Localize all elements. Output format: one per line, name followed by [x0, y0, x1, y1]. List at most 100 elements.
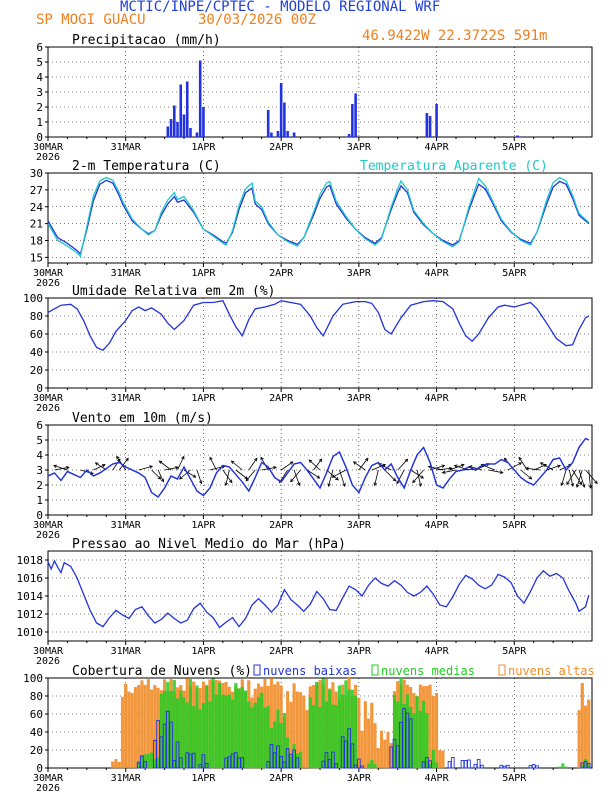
cloud-bar-nuvens-baixas: [269, 744, 274, 769]
wind-arrow-head: [316, 475, 321, 479]
wind-arrow: [157, 469, 165, 483]
wind-arrow: [138, 465, 154, 471]
x-year-label: 2026: [36, 278, 60, 289]
wind-arrow-head: [318, 458, 323, 463]
wind-arrow: [290, 469, 301, 483]
panel-title: 2-m Temperatura (C): [72, 159, 221, 174]
precip-bar: [435, 104, 438, 137]
cloud-bar-nuvens-altas: [117, 761, 121, 769]
wind-arrow-head: [460, 463, 465, 468]
y-tick-label: 60: [30, 708, 43, 721]
wind-arrow: [453, 464, 470, 471]
wind-arrow-shaft: [179, 469, 191, 480]
cloud-bar-nuvens-medias: [431, 749, 435, 769]
wind-arrow-head: [528, 476, 533, 480]
wind-arrow-head: [297, 482, 301, 487]
precip-bar: [354, 93, 357, 137]
x-tick-label: 2APR: [269, 646, 294, 657]
precip-bar: [516, 135, 519, 137]
legend-swatch: [253, 664, 261, 676]
y-tick-label: 1: [36, 494, 43, 507]
wind-arrow: [520, 469, 533, 480]
wind-arrow-shaft: [118, 458, 129, 471]
cloud-bar-nuvens-baixas: [357, 758, 361, 769]
wind-arrow-head: [192, 474, 197, 478]
cloud-bar-nuvens-medias: [564, 766, 568, 769]
wind-arrow: [331, 469, 347, 478]
wind-arrow: [94, 462, 107, 471]
wind-arrow-head: [557, 464, 562, 468]
wind-arrow-head: [396, 480, 400, 485]
x-tick-label: 30MAR: [33, 142, 64, 153]
wind-arrow-head: [94, 462, 99, 466]
wind-arrow-head: [160, 478, 165, 483]
wind-arrow-head: [327, 483, 331, 488]
cloud-bar-nuvens-baixas: [175, 741, 180, 769]
y-tick-label: 40: [30, 346, 43, 359]
cloud-bar-nuvens-baixas: [295, 757, 300, 769]
wind-arrow-head: [566, 481, 570, 486]
cloud-bar-nuvens-medias: [370, 760, 374, 769]
cloud-legend: nuvens baixas nuvens medias nuvens altas: [253, 664, 595, 678]
precip-bar: [182, 114, 186, 137]
cloud-bar-nuvens-altas: [111, 761, 115, 769]
wind-arrow: [566, 469, 577, 486]
cloud-bar-nuvens-baixas: [198, 764, 203, 769]
wind-arrow-shaft: [396, 469, 405, 484]
cloud-bar-nuvens-baixas: [473, 763, 478, 769]
wind-arrow-shaft: [520, 469, 532, 480]
cloud-bar-nuvens-medias: [214, 694, 218, 769]
y-tick-label: 80: [30, 310, 43, 323]
cloud-bar-nuvens-medias: [412, 713, 416, 769]
wind-arrow-shaft: [332, 469, 347, 478]
cloud-bar-nuvens-medias: [211, 678, 215, 769]
wind-arrow-shaft: [54, 466, 69, 471]
cloud-bar-nuvens-baixas: [279, 755, 283, 769]
series-line-pressure-0: [47, 559, 590, 629]
cloud-bar-nuvens-baixas: [276, 745, 280, 769]
x-year-label: 2026: [36, 783, 60, 792]
y-tick-label: 0: [36, 509, 43, 522]
panel-title: Cobertura de Nuvens (%): [72, 664, 252, 679]
wind-arrow-head: [578, 481, 583, 486]
cloud-bar-nuvens-medias: [240, 686, 244, 769]
precip-bar: [198, 60, 202, 137]
wind-arrow-head: [101, 464, 106, 468]
wind-arrow-shaft: [290, 469, 301, 482]
y-tick-label: 100: [23, 672, 43, 685]
y-tick-label: 15: [30, 251, 43, 264]
wind-arrow: [358, 457, 369, 471]
cloud-bar-nuvens-baixas: [204, 762, 209, 769]
cloud-bar-nuvens-medias: [266, 705, 270, 769]
wind-arrow-head: [412, 479, 416, 484]
cloud-bar-nuvens-baixas: [233, 752, 238, 769]
wind-arrow: [164, 466, 179, 471]
wind-arrow-shaft: [561, 469, 567, 486]
cloud-bar-nuvens-baixas: [136, 762, 141, 769]
cloud-bar-nuvens-medias: [318, 707, 322, 769]
wind-arrow-shaft: [313, 458, 322, 471]
cloud-bar-nuvens-medias: [263, 707, 267, 769]
wind-arrow-head: [229, 479, 233, 484]
cloud-bar-nuvens-medias: [435, 762, 439, 769]
y-tick-label: 20: [30, 364, 43, 377]
wind-arrow-shaft: [308, 459, 321, 471]
x-tick-label: 3APR: [347, 142, 372, 153]
wind-arrow: [546, 464, 562, 471]
x-tick-label: 1APR: [191, 393, 216, 404]
cloud-bar-nuvens-medias: [218, 682, 222, 769]
cloud-bar-nuvens-baixas: [395, 745, 400, 769]
wind-arrow-head: [181, 455, 185, 460]
x-tick-label: 1APR: [191, 520, 216, 531]
cloud-bar-nuvens-medias: [308, 697, 312, 769]
wind-arrow: [196, 469, 203, 485]
x-tick-label: 5APR: [502, 773, 527, 784]
precip-bar: [179, 84, 183, 137]
cloud-bar-nuvens-altas: [124, 683, 128, 769]
wind-arrow: [578, 469, 586, 488]
cloud-bar-nuvens-altas: [367, 718, 371, 769]
cloud-bar-nuvens-medias: [224, 695, 228, 769]
wind-arrow: [441, 469, 457, 474]
cloud-bar-nuvens-altas: [140, 680, 144, 769]
